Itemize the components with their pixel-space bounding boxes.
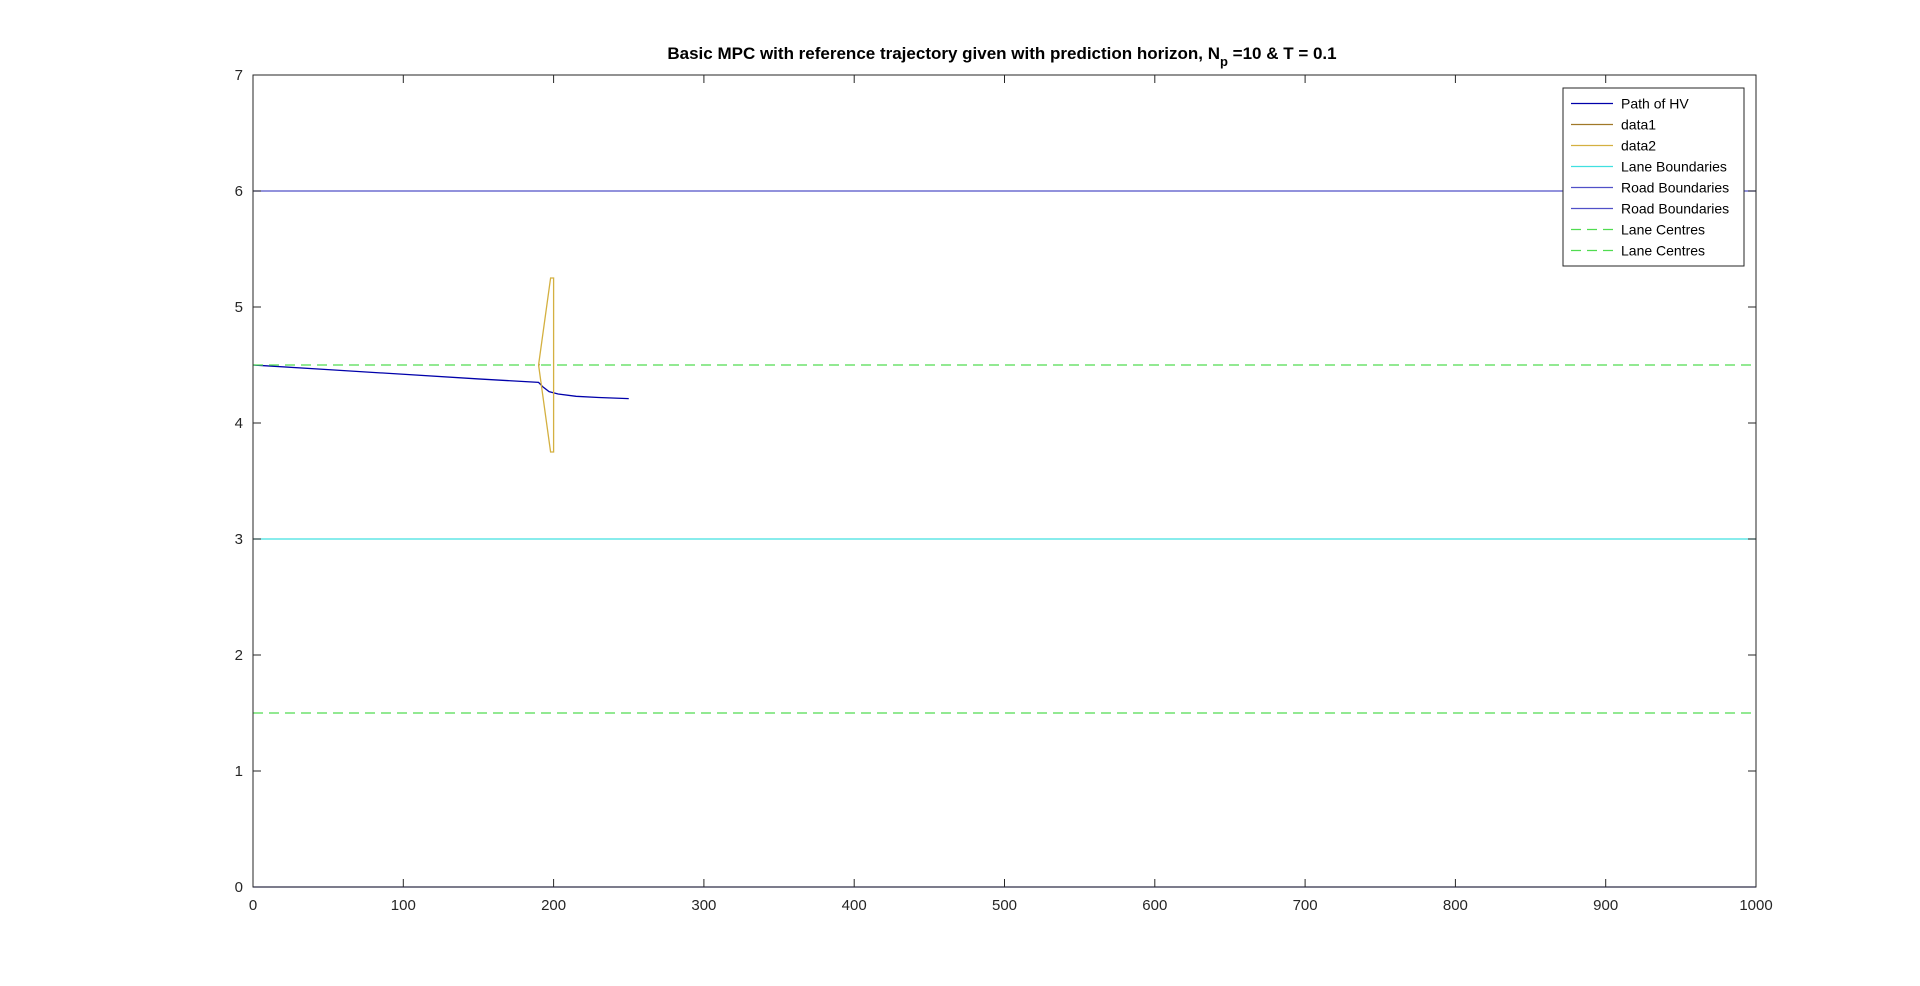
legend-label-6: Lane Centres: [1621, 222, 1705, 238]
legend-label-0: Path of HV: [1621, 96, 1689, 112]
x-tick-label-2: 200: [541, 897, 566, 914]
legend-label-2: data2: [1621, 138, 1656, 154]
y-tick-label-1: 1: [235, 763, 243, 780]
ticks-layer: 0 100 200 300 400 500 600 700 800 900 1000 0 1 2 3 4 5 6 7: [235, 67, 1773, 914]
x-tick-label-9: 900: [1593, 897, 1618, 914]
y-tick-label-3: 3: [235, 531, 243, 548]
x-tick-label-6: 600: [1142, 897, 1167, 914]
y-tick-label-2: 2: [235, 647, 243, 664]
series-line-0: [252, 364, 629, 400]
chart-title-main: Basic MPC with reference trajectory give…: [667, 44, 1220, 63]
plot-area: [253, 75, 1756, 887]
x-tick-label-8: 800: [1443, 897, 1468, 914]
chart-title: Basic MPC with reference trajectory give…: [667, 44, 1336, 69]
x-tick-label-1: 100: [391, 897, 416, 914]
legend-box: [1562, 87, 1745, 267]
y-tick-label-6: 6: [235, 183, 243, 200]
y-tick-label-0: 0: [235, 879, 243, 896]
x-tick-label-7: 700: [1293, 897, 1318, 914]
series-line-2: [537, 277, 555, 453]
legend-label-4: Road Boundaries: [1621, 180, 1729, 196]
legend-label-1: data1: [1621, 117, 1656, 133]
legend-label-5: Road Boundaries: [1621, 201, 1729, 217]
y-tick-label-5: 5: [235, 299, 243, 316]
y-tick-label-7: 7: [235, 67, 243, 84]
x-tick-label-10: 1000: [1739, 897, 1772, 914]
legend[interactable]: Path of HV data1 data2 Lane Boundaries Road …: [1562, 87, 1745, 267]
chart-title-suffix: =10 & T = 0.1: [1228, 44, 1337, 63]
chart-title-subscript: p: [1220, 54, 1228, 69]
x-tick-label-5: 500: [992, 897, 1017, 914]
x-tick-label-4: 400: [842, 897, 867, 914]
x-tick-label-0: 0: [249, 897, 257, 914]
legend-label-7: Lane Centres: [1621, 243, 1705, 259]
y-tick-label-4: 4: [235, 415, 243, 432]
legend-label-3: Lane Boundaries: [1621, 159, 1727, 175]
x-tick-label-3: 300: [691, 897, 716, 914]
